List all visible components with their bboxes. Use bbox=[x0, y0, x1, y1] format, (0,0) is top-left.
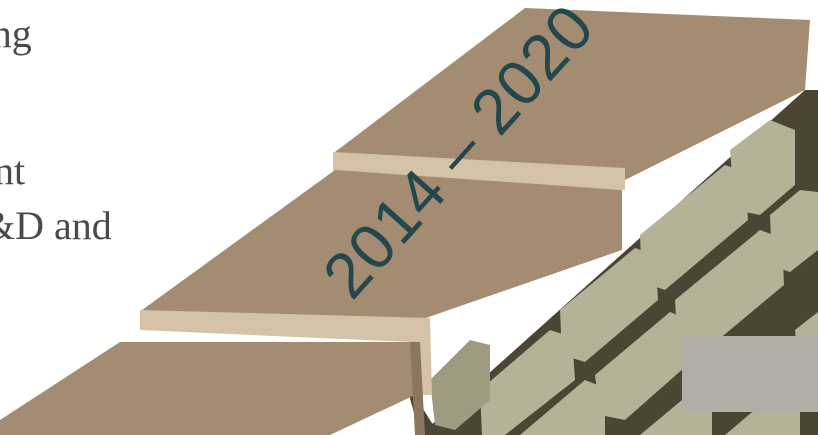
brick bbox=[430, 340, 490, 430]
capstone-joint bbox=[333, 152, 625, 190]
capstone-upper bbox=[335, 8, 810, 180]
text-fragment-3: &D and bbox=[0, 203, 112, 248]
brick bbox=[675, 230, 784, 355]
brick bbox=[595, 312, 693, 420]
capstone-lower-side bbox=[410, 342, 425, 435]
brick bbox=[640, 165, 748, 290]
brick bbox=[730, 120, 795, 215]
gray-box bbox=[682, 336, 818, 412]
brick bbox=[480, 330, 575, 435]
capstone-middle bbox=[142, 170, 622, 320]
capstone-lower bbox=[0, 342, 415, 435]
capstone-joint bbox=[140, 310, 432, 395]
brick bbox=[520, 380, 605, 435]
text-fragment-1: rging bbox=[0, 11, 32, 56]
text-fragment-2: nt bbox=[0, 148, 26, 193]
brick bbox=[560, 248, 658, 362]
